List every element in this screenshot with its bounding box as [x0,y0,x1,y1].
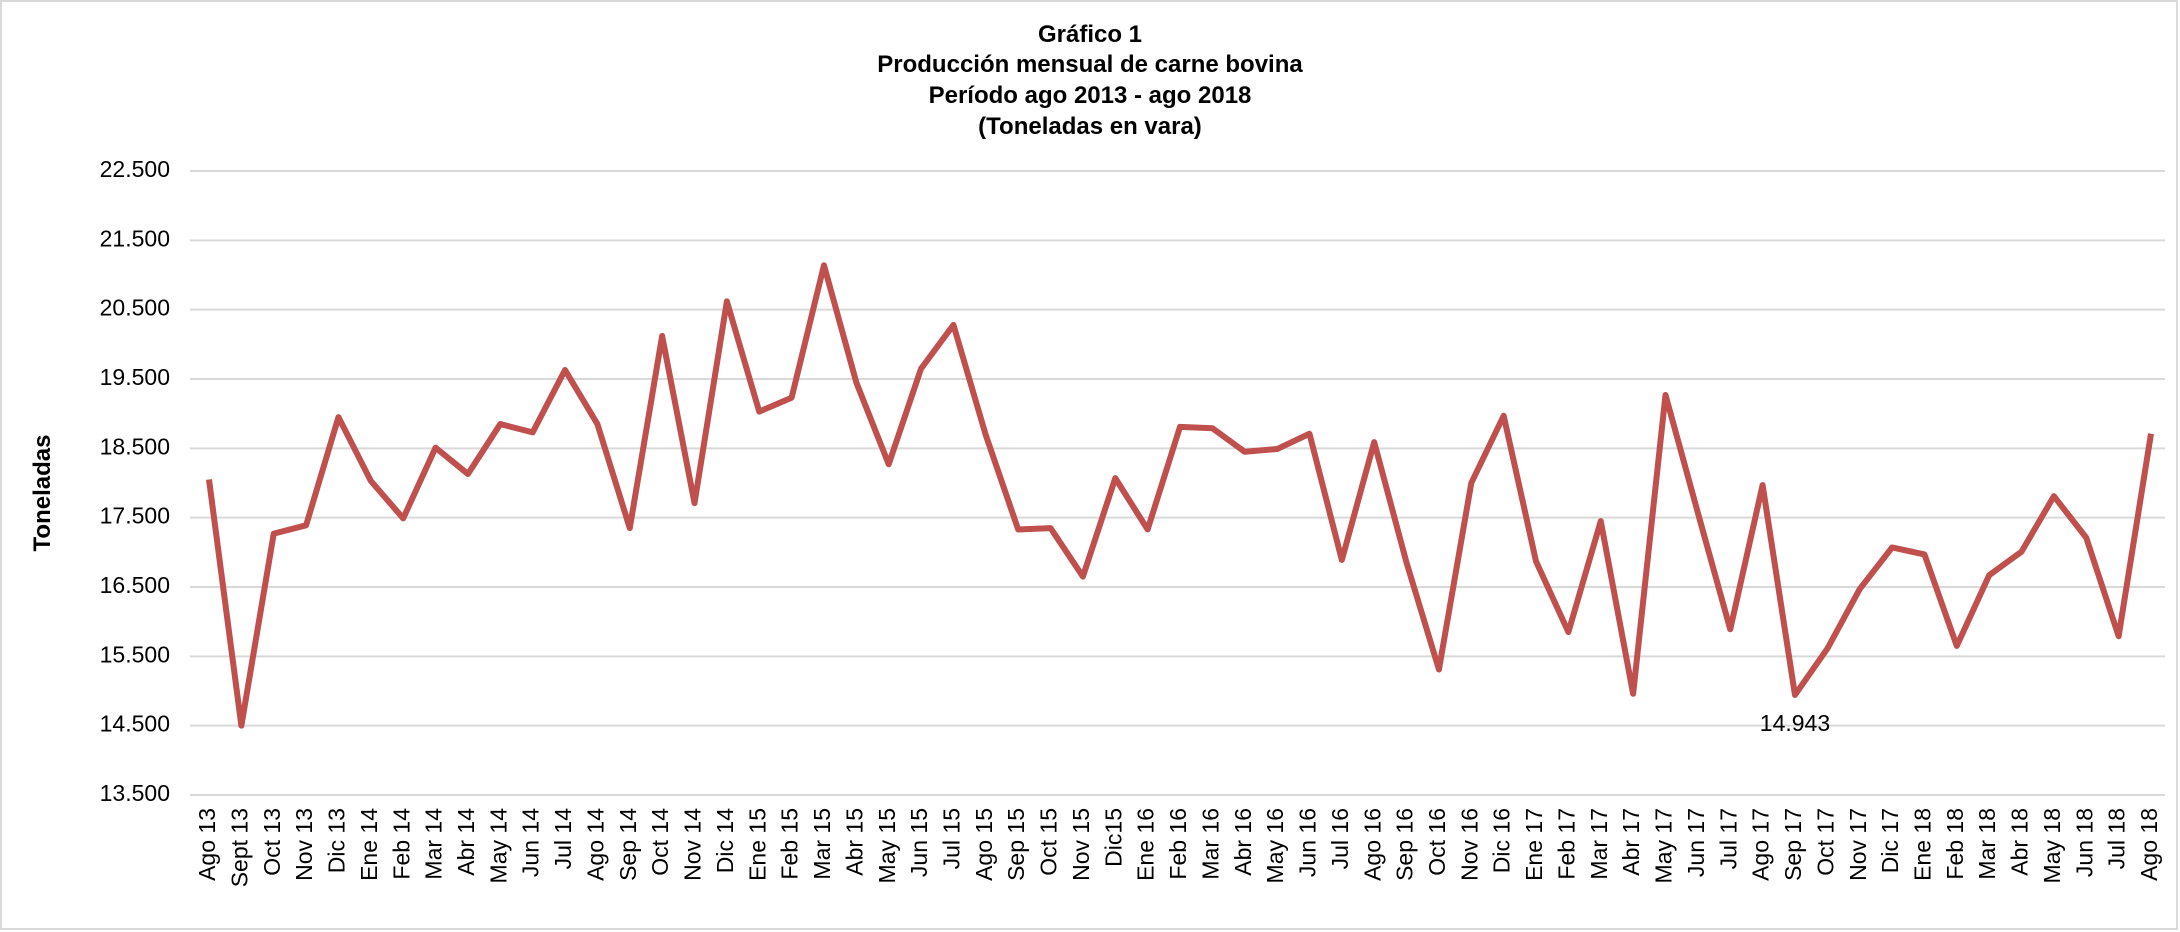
x-tick-label: Ago 18 [2136,808,2162,881]
data-label: 14.943 [1760,710,1830,736]
x-tick-label: Nov 15 [1068,808,1094,881]
x-tick-label: Ago 14 [582,808,608,881]
x-tick-label: Ago 15 [971,808,997,881]
x-tick-label: Sep 17 [1780,808,1806,881]
x-tick-label: Dic 13 [324,808,350,873]
x-tick-label: May 14 [485,808,511,884]
chart-period: Período ago 2013 - ago 2018 [929,82,1252,109]
x-tick-label: Dic 17 [1877,808,1903,873]
y-axis-title: Toneladas [29,435,56,552]
y-tick-label: 14.500 [100,711,170,737]
x-tick-label: Ene 16 [1133,808,1159,881]
y-tick-label: 17.500 [100,503,170,529]
x-tick-label: Oct 17 [1812,808,1838,876]
x-tick-label: Jul 16 [1327,808,1353,869]
x-tick-label: Oct 15 [1036,808,1062,876]
x-tick-label: Oct 14 [647,808,673,876]
y-tick-label: 18.500 [100,433,170,459]
x-tick-label: Jun 17 [1683,808,1709,877]
y-tick-label: 16.500 [100,572,170,598]
x-tick-label: Abr 16 [1230,808,1256,876]
x-tick-label: Sep 15 [1003,808,1029,881]
x-tick-label: Mar 18 [1974,808,2000,880]
x-tick-label: Jun 16 [1295,808,1321,877]
y-tick-label: 15.500 [100,641,170,667]
x-tick-label: Ene 14 [356,808,382,881]
y-tick-label: 13.500 [100,780,170,806]
data-line [206,262,2154,729]
x-tick-label: Abr 15 [841,808,867,876]
x-tick-label: Jul 15 [939,808,965,869]
x-tick-label: Feb 17 [1553,808,1579,880]
chart-subtitle: Producción mensual de carne bovina [877,51,1303,78]
chart-title: Gráfico 1 [1038,21,1142,48]
x-tick-label: Jun 14 [518,808,544,877]
x-tick-label: Jul 18 [2104,808,2130,869]
x-tick-label: Abr 14 [453,808,479,876]
y-tick-label: 22.500 [100,156,170,182]
y-tick-label: 21.500 [100,225,170,251]
x-tick-label: Nov 13 [291,808,317,881]
y-tick-label: 20.500 [100,295,170,321]
x-tick-label: Feb 18 [1942,808,1968,880]
x-tick-label: Sept 13 [226,808,252,887]
x-tick-label: Abr 18 [2007,808,2033,876]
x-tick-label: May 17 [1651,808,1677,883]
x-tick-label: Dic 14 [712,808,738,873]
x-tick-label: Jul 14 [550,808,576,870]
x-tick-label: May 16 [1262,808,1288,883]
x-tick-label: Ago 17 [1748,808,1774,881]
x-tick-label: Mar 16 [1197,808,1223,880]
x-tick-label: Dic 16 [1489,808,1515,873]
chart-units: (Toneladas en vara) [978,113,1202,140]
x-tick-label: Abr 17 [1618,808,1644,876]
x-tick-label: Sep 16 [1392,808,1418,881]
x-tick-label: Ago 13 [194,808,220,881]
x-tick-label: May 18 [2039,808,2065,883]
x-tick-label: Oct 13 [259,808,285,876]
x-tick-label: Sep 14 [615,808,641,881]
x-tick-label: Dic15 [1100,808,1126,867]
x-tick-label: Ago 16 [1359,808,1385,881]
y-tick-label: 19.500 [100,364,170,390]
x-tick-label: Ene 18 [1910,808,1936,881]
x-tick-label: Jun 18 [2071,808,2097,877]
x-tick-label: Mar 15 [809,808,835,880]
x-tick-label: Feb 15 [777,808,803,880]
x-tick-label: May 15 [874,808,900,883]
x-tick-label: Mar 17 [1586,808,1612,880]
x-tick-label: Ene 15 [744,808,770,881]
x-tick-label: Mar 14 [421,808,447,880]
x-tick-label: Feb 16 [1165,808,1191,880]
x-tick-label: Jul 17 [1715,808,1741,869]
x-tick-label: Jun 15 [906,808,932,877]
x-tick-label: Oct 16 [1424,808,1450,876]
x-tick-label: Nov 16 [1456,808,1482,881]
x-tick-label: Nov 17 [1845,808,1871,881]
x-tick-label: Ene 17 [1521,808,1547,881]
x-tick-label: Nov 14 [680,808,706,881]
x-tick-label: Feb 14 [388,808,414,880]
